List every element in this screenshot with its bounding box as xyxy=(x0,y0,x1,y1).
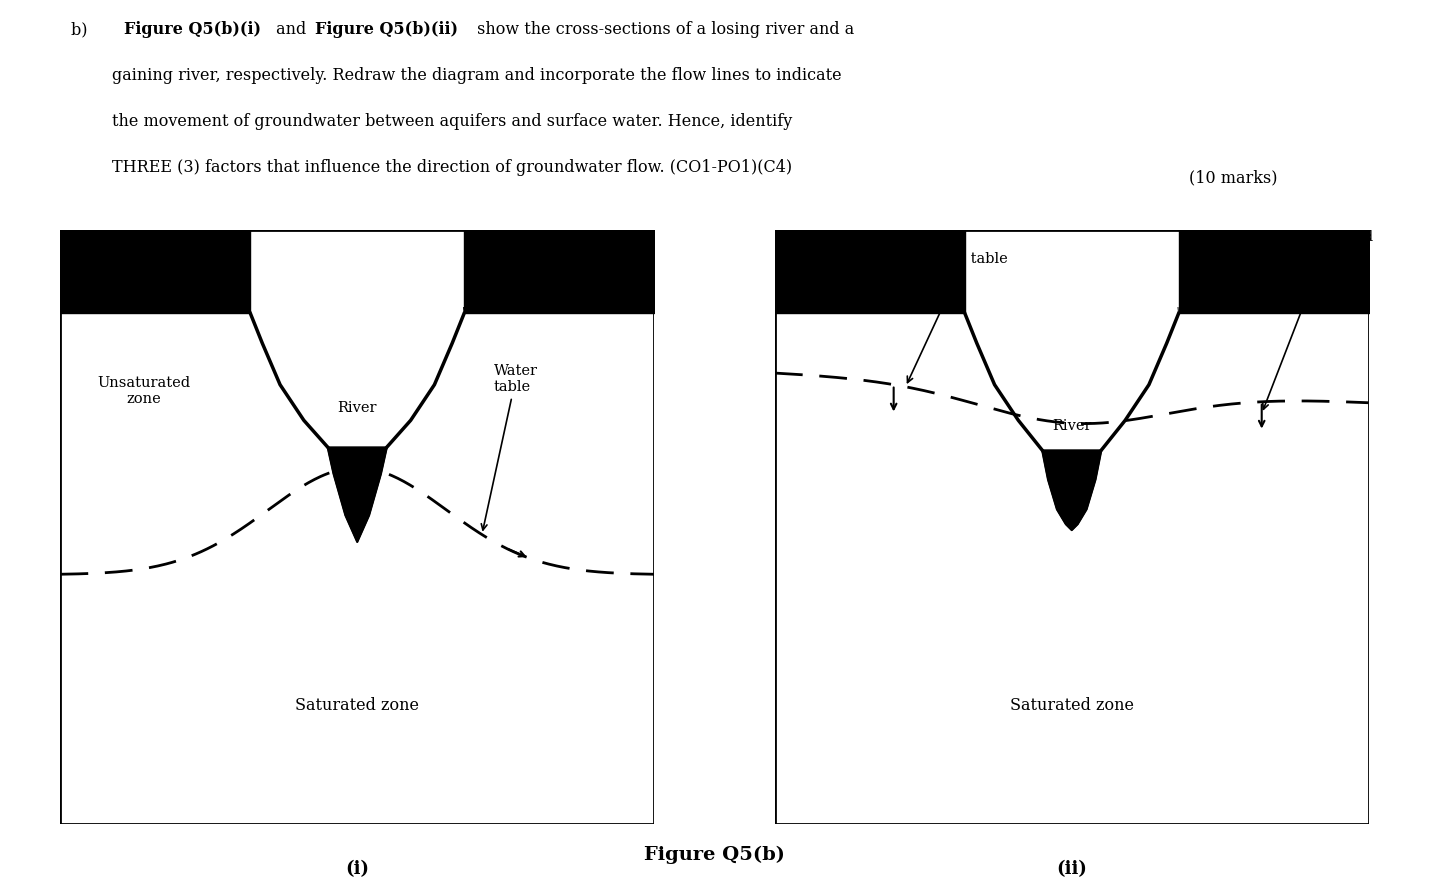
Text: gaining river, respectively. Redraw the diagram and incorporate the flow lines t: gaining river, respectively. Redraw the … xyxy=(71,67,842,84)
Text: the movement of groundwater between aquifers and surface water. Hence, identify: the movement of groundwater between aqui… xyxy=(71,113,793,130)
Text: Saturated zone: Saturated zone xyxy=(1010,696,1133,714)
Text: show the cross-sections of a losing river and a: show the cross-sections of a losing rive… xyxy=(473,21,855,38)
Text: and: and xyxy=(272,21,312,38)
Text: Saturated zone: Saturated zone xyxy=(296,696,419,714)
Text: River: River xyxy=(1052,419,1092,433)
Text: Figure Q5(b)(i): Figure Q5(b)(i) xyxy=(124,21,262,38)
Text: Unsaturated
zone: Unsaturated zone xyxy=(97,376,190,406)
Text: (i): (i) xyxy=(346,859,369,878)
Text: Water table: Water table xyxy=(907,252,1007,383)
Text: Figure Q5(b)(ii): Figure Q5(b)(ii) xyxy=(314,21,457,38)
Text: (10 marks): (10 marks) xyxy=(1189,169,1278,186)
Text: THREE (3) factors that influence the direction of groundwater flow. (CO1-PO1)(C4: THREE (3) factors that influence the dir… xyxy=(71,159,793,176)
Text: (ii): (ii) xyxy=(1056,859,1087,878)
Text: Unsaturated
zone: Unsaturated zone xyxy=(1263,229,1373,409)
Text: b): b) xyxy=(71,21,109,38)
Text: River: River xyxy=(337,401,377,416)
Polygon shape xyxy=(1042,450,1102,530)
Polygon shape xyxy=(327,447,387,542)
Text: Figure Q5(b): Figure Q5(b) xyxy=(644,846,785,864)
Text: Water
table: Water table xyxy=(482,363,537,530)
